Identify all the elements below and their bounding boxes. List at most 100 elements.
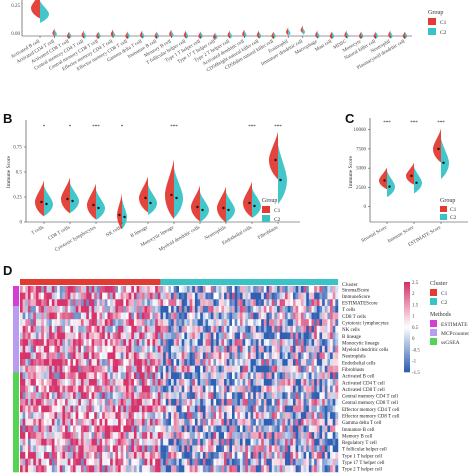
- panel-d-heat-cell: [229, 438, 233, 446]
- panel-d-heat-cell: [35, 398, 39, 406]
- panel-d-heat-cell: [258, 352, 262, 360]
- panel-d-heat-cell: [59, 392, 63, 400]
- panel-d-heat-cell: [250, 339, 254, 347]
- panel-d-heat-cell: [277, 299, 280, 307]
- panel-d-heat-cell: [224, 339, 227, 347]
- panel-d-heat-cell: [144, 319, 148, 327]
- panel-d-heat-cell: [65, 425, 68, 433]
- panel-d-heat-cell: [239, 345, 243, 353]
- panel-d-heat-cell: [139, 312, 143, 320]
- panel-d-heat-cell: [194, 465, 198, 473]
- panel-d-heat-cell: [261, 332, 265, 340]
- panel-d-heat-cell: [327, 465, 331, 473]
- panel-d-heat-cell: [202, 425, 206, 433]
- panel-d-heat-cell: [314, 345, 318, 353]
- panel-d-heat-cell: [208, 345, 212, 353]
- panel-d-heat-cell: [303, 345, 307, 353]
- panel-d-heat-cell: [266, 345, 270, 353]
- panel-d-heat-cell: [65, 319, 68, 327]
- panel-d-heat-cell: [73, 398, 76, 406]
- panel-d-heat-cell: [73, 332, 76, 340]
- panel-d-heat-cell: [179, 365, 182, 373]
- panel-d-heat-cell: [128, 385, 132, 393]
- panel-d-heat-cell: [163, 379, 166, 386]
- panel-d-heat-cell: [287, 392, 291, 400]
- panel-d-heat-cell: [292, 292, 296, 300]
- panel-d-heat-cell: [104, 339, 108, 347]
- panel-d-heat-cell: [216, 379, 219, 386]
- panel-d-heat-cell: [35, 339, 39, 347]
- panel-d-heat-cell: [192, 398, 196, 406]
- panel-d-heat-cell: [173, 465, 177, 473]
- panel-d-heat-cell: [160, 292, 164, 300]
- panel-b-violin-c2-cytotoxic-lymphocytes: [96, 190, 105, 220]
- panel-d-heat-cell: [189, 365, 193, 373]
- panel-d-heat-cell: [173, 425, 177, 433]
- panel-d-heat-cell: [173, 312, 177, 320]
- panel-d-heat-cell: [181, 299, 185, 307]
- panel-d-heat-cell: [62, 305, 66, 313]
- panel-a-ytick-bottom: 0.00: [11, 32, 20, 37]
- panel-d-heat-cell: [27, 286, 31, 293]
- panel-d-heat-cell: [303, 425, 307, 433]
- panel-c-legend-c2-swatch: [440, 214, 447, 220]
- panel-d-heat-cell: [120, 359, 124, 366]
- panel-d-heat-cell: [282, 339, 286, 347]
- panel-d-heat-cell: [104, 398, 108, 406]
- panel-d-heat-cell: [224, 405, 227, 413]
- panel-d-heat-cell: [67, 425, 71, 433]
- panel-d-heat-cell: [253, 385, 257, 393]
- panel-d-heat-cell: [115, 425, 119, 433]
- panel-d-heat-cell: [115, 452, 119, 459]
- panel-d-heat-cell: [189, 438, 193, 446]
- panel-d-heat-cell: [306, 325, 310, 333]
- panel-d-heat-cell: [99, 398, 103, 406]
- panel-d-heat-cell: [149, 305, 153, 313]
- panel-d-heat-cell: [43, 345, 47, 353]
- panel-d-heat-cell: [239, 445, 243, 453]
- panel-d-heat-cell: [330, 345, 333, 353]
- panel-b-xtick-cd8-t-cells: CD8 T cells: [48, 225, 71, 241]
- panel-d-heat-cell: [245, 319, 249, 327]
- panel-d-color-scale-step: [404, 293, 410, 296]
- panel-d-heat-cell: [327, 305, 331, 313]
- panel-b-significance-cytotoxic-lymphocytes: ***: [92, 125, 100, 130]
- panel-d-heat-cell: [51, 385, 55, 393]
- panel-d-heat-cell: [277, 365, 280, 373]
- panel-d-heat-cell: [245, 445, 249, 453]
- panel-d-heat-cell: [274, 432, 278, 440]
- panel-d-heat-cell: [271, 286, 275, 293]
- panel-d-heat-cell: [65, 292, 68, 300]
- panel-d-heat-cell: [133, 432, 137, 440]
- panel-d-heat-cell: [149, 445, 153, 453]
- panel-d-heat-cell: [192, 438, 196, 446]
- panel-d-heat-cell: [186, 292, 190, 300]
- panel-d-heat-cell: [298, 332, 302, 340]
- panel-d-heat-cell: [86, 332, 90, 340]
- panel-d-heat-cell: [38, 372, 42, 380]
- panel-d-heat-cell: [242, 392, 246, 400]
- panel-d-heat-cell: [62, 312, 66, 320]
- panel-d-heat-cell: [27, 332, 31, 340]
- panel-d-heat-cell: [253, 438, 257, 446]
- panel-d-heat-cell: [115, 312, 119, 320]
- panel-a-violin-c1-central-memory-cd4-t-cell: [81, 30, 84, 39]
- panel-d-heat-cell: [208, 319, 212, 327]
- panel-d-heat-cell: [274, 438, 278, 446]
- panel-d-heat-cell: [41, 392, 45, 400]
- panel-d-color-scale-step: [404, 313, 410, 317]
- panel-d-heat-cell: [147, 392, 151, 400]
- panel-d-heat-cell: [38, 392, 42, 400]
- panel-d-heat-cell: [311, 398, 315, 406]
- panel-d-heat-cell: [242, 432, 246, 440]
- panel-d-heat-cell: [104, 345, 108, 353]
- panel-d-heat-cell: [277, 438, 280, 446]
- panel-c-ylabel: Immune Score: [348, 155, 354, 188]
- panel-d-heat-cell: [22, 405, 26, 413]
- panel-d-heat-cell: [104, 325, 108, 333]
- panel-d-heat-cell: [99, 345, 103, 353]
- panel-d-color-scale-step: [404, 367, 410, 371]
- panel-d-heat-cell: [279, 418, 283, 426]
- panel-d-heat-cell: [128, 379, 132, 386]
- panel-d-heat-cell: [168, 465, 172, 473]
